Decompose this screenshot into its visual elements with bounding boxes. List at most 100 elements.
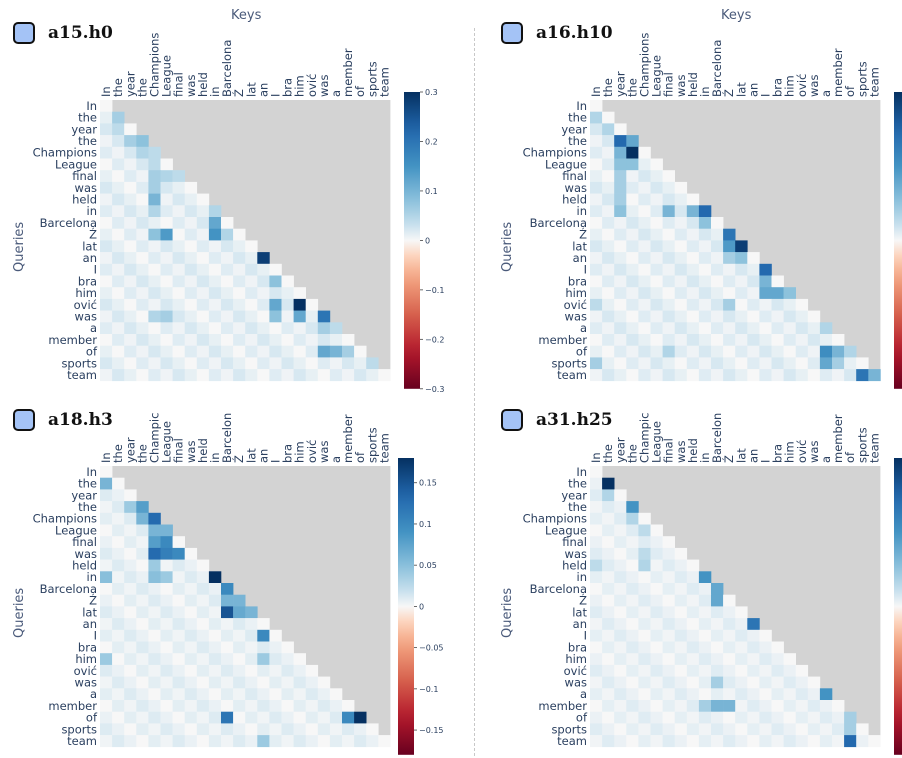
heatmap-cell [257,310,270,323]
heatmap-cell [686,653,700,666]
heatmap-cell [795,700,809,712]
heatmap-cell [136,629,149,642]
heatmap-cell [662,322,675,335]
heatmap-cell [269,653,282,666]
key-tick-label: ović [305,74,319,97]
heatmap-cell [221,594,234,607]
key-tick-label: was [674,75,688,97]
heatmap-cell [638,512,651,525]
key-tick-label: Barcelon [710,413,724,463]
heatmap-cell [124,123,137,136]
heatmap-cell [172,369,185,382]
heatmap-cell [747,653,760,666]
heatmap-cell [783,298,796,311]
heatmap-cell [614,123,627,136]
heatmap-cell [602,123,615,136]
heatmap-cell [662,252,675,265]
heatmap-cell [305,298,319,311]
heatmap-cell [281,322,294,335]
heatmap-cell [184,369,198,382]
heatmap-cell [112,275,125,288]
query-tick-label: year [71,488,97,502]
heatmap-cell [257,263,270,276]
heatmap-cell [602,205,615,218]
colorbar [398,458,414,755]
heatmap-cell [638,345,651,358]
heatmap-cell [711,228,724,241]
heatmap-cell [124,135,137,148]
heatmap-cell [747,298,760,311]
heatmap-cell [868,369,881,382]
heatmap-cell [807,735,821,748]
query-tick-label: League [55,157,97,171]
heatmap-cell [662,700,675,712]
heatmap-cell [662,193,675,206]
heatmap-cell [723,263,736,276]
heatmap-cell [723,653,736,666]
heatmap-cell [112,629,125,642]
heatmap-cell [245,618,258,631]
heatmap-cell [686,205,700,218]
heatmap-cell [342,357,355,370]
query-tick-label: a [90,321,97,335]
heatmap-cell [112,334,125,346]
key-tick-label: was [807,75,821,97]
heatmap-cell [614,263,627,276]
heatmap-cell [208,641,222,654]
heatmap-cell [711,629,724,642]
heatmap-cell [124,170,137,183]
heatmap-cell [650,676,663,689]
heatmap-cell [735,240,748,253]
heatmap-cell [626,298,639,311]
heatmap-cell [723,287,736,300]
heatmap-cell [819,700,833,712]
heatmap-cell [602,641,615,654]
heatmap-cell [208,263,222,276]
key-tick-label: a [329,90,343,97]
heatmap-cell [172,700,185,712]
heatmap-cell [160,275,173,288]
heatmap-cell [112,583,125,595]
heatmap-cell [674,205,688,218]
heatmap-cell [590,606,603,619]
heatmap-cell [208,664,222,677]
heatmap-cell [626,664,639,677]
heatmap-cell [602,275,615,288]
heatmap-cell [172,322,185,335]
query-tick-label: an [83,251,97,265]
key-tick-label: member [341,414,355,463]
heatmap-cell [269,723,282,736]
query-tick-label: in [577,204,587,218]
heatmap-cell [112,618,125,631]
heatmap-cell [686,322,700,335]
key-tick-label: year [123,71,137,97]
heatmap-cell [590,594,603,607]
heatmap-cell [614,240,627,253]
heatmap-cell [807,357,821,370]
heatmap-cell [674,700,688,712]
heatmap-cell [638,629,651,642]
query-tick-label: Ź [579,593,587,608]
heatmap-cell [100,547,113,560]
query-tick-label: bra [568,640,587,654]
heatmap-cell [221,583,234,595]
query-tick-label: was [565,547,587,561]
heatmap-cell [638,571,651,584]
heatmap-cell [208,287,222,300]
colorbar-tick-label: −0.1 [425,286,444,295]
heatmap-cell [771,711,784,724]
heatmap-cell [662,629,675,642]
heatmap-cell [221,653,234,666]
heatmap-cell [795,345,809,358]
heatmap-cell [293,310,306,323]
query-tick-label: him [565,286,587,300]
heatmap-cell [136,735,149,748]
heatmap-cell [196,676,210,689]
panel-swatch [13,22,35,44]
heatmap-cell [136,217,149,229]
heatmap-cell [723,334,736,346]
heatmap-cell [184,345,198,358]
heatmap-cell [590,357,603,370]
heatmap-cell [148,653,161,666]
heatmap-cell [245,345,258,358]
